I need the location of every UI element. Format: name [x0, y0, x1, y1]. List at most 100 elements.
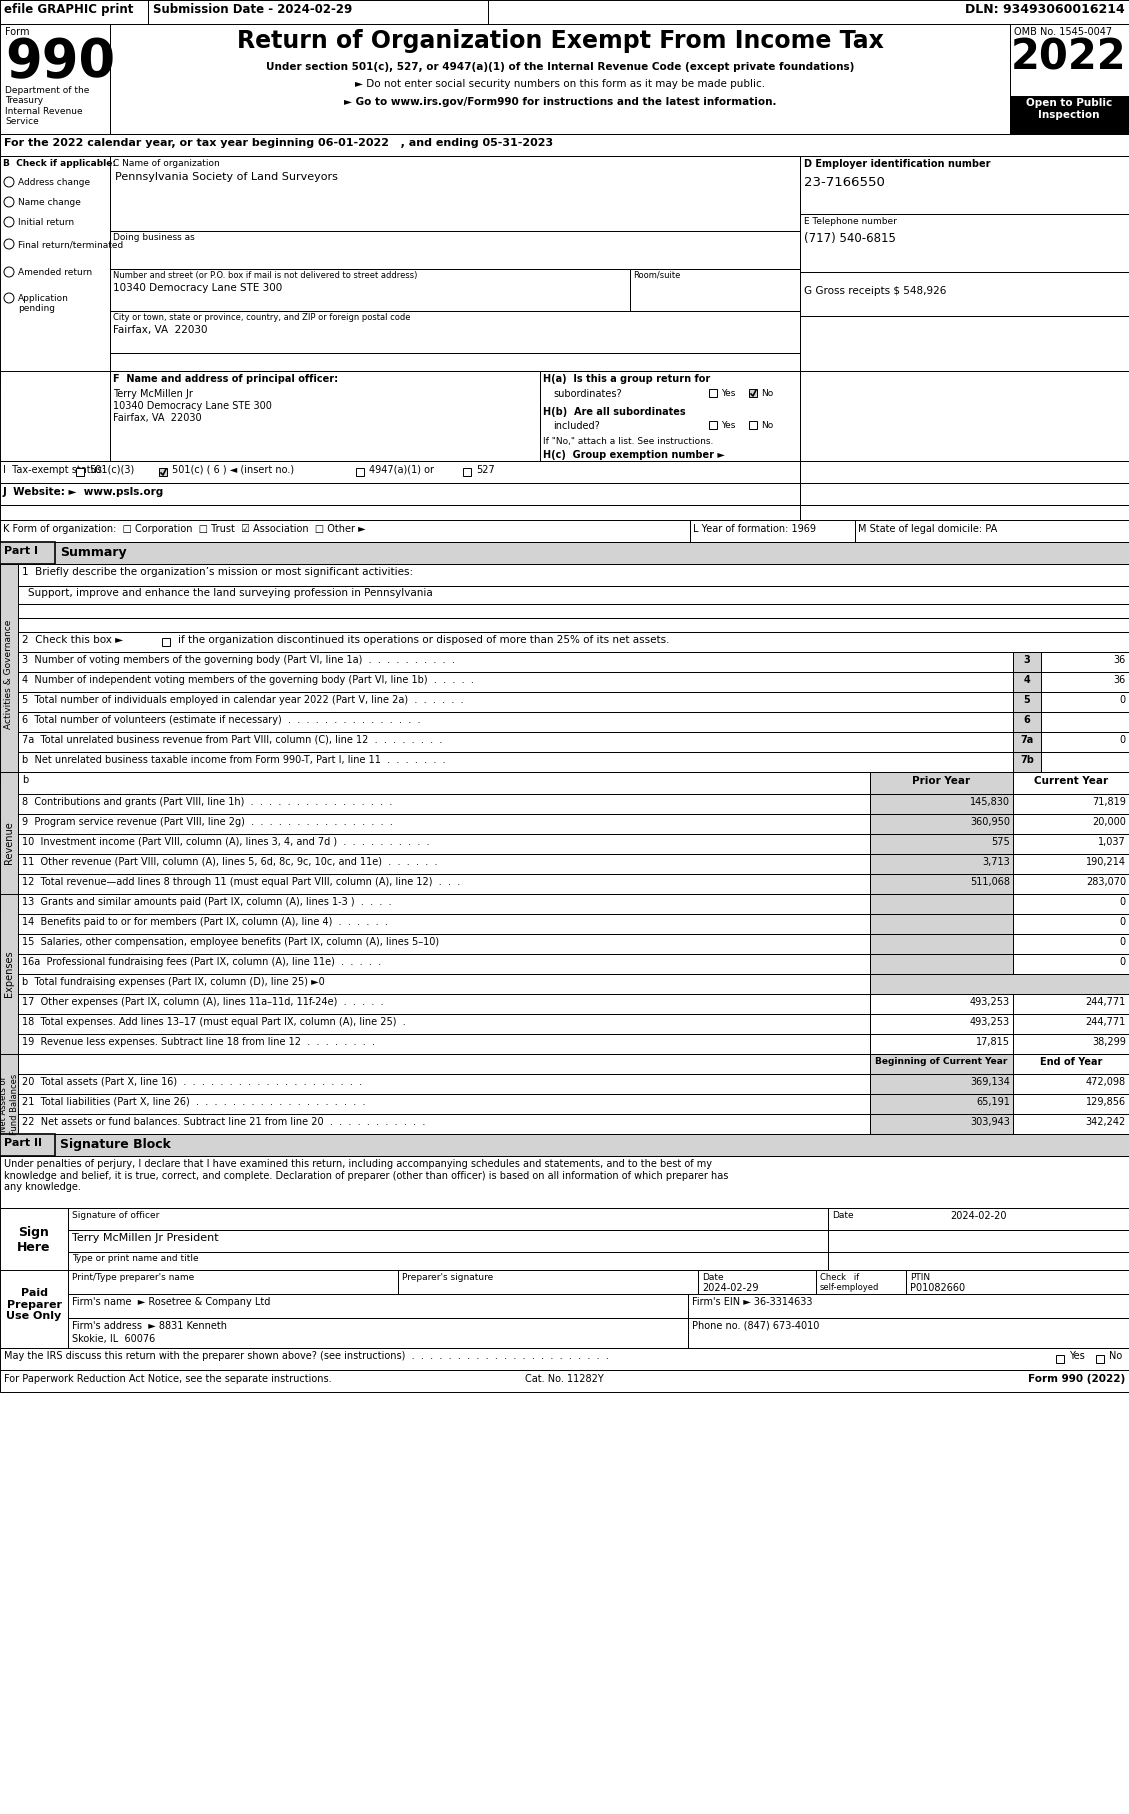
Bar: [870, 834, 1013, 854]
Text: May the IRS discuss this return with the preparer shown above? (see instructions: May the IRS discuss this return with the…: [5, 1351, 609, 1360]
Bar: [68, 1208, 1129, 1230]
Text: 0: 0: [1120, 735, 1126, 746]
Bar: [18, 651, 1013, 671]
Circle shape: [5, 198, 14, 207]
Bar: [0, 773, 18, 914]
Text: 6: 6: [1024, 715, 1031, 726]
Text: Sign
Here: Sign Here: [17, 1226, 51, 1253]
Bar: [110, 230, 800, 268]
Bar: [110, 268, 630, 310]
Text: Return of Organization Exempt From Income Tax: Return of Organization Exempt From Incom…: [237, 29, 883, 53]
Bar: [1056, 1355, 1064, 1362]
Bar: [161, 639, 170, 646]
Bar: [870, 773, 1013, 795]
Bar: [18, 874, 870, 894]
Bar: [1013, 914, 1129, 934]
Bar: [630, 268, 800, 310]
Text: Firm's EIN ► 36-3314633: Firm's EIN ► 36-3314633: [692, 1297, 813, 1308]
Bar: [68, 1252, 828, 1270]
Bar: [905, 1270, 1129, 1293]
Bar: [18, 894, 870, 914]
Text: Department of the
Treasury
Internal Revenue
Service: Department of the Treasury Internal Reve…: [5, 85, 89, 127]
Bar: [18, 733, 1013, 753]
Bar: [0, 1270, 68, 1348]
Text: 13  Grants and similar amounts paid (Part IX, column (A), lines 1-3 )  .  .  .  : 13 Grants and similar amounts paid (Part…: [21, 896, 392, 907]
Text: 9  Program service revenue (Part VIII, line 2g)  .  .  .  .  .  .  .  .  .  .  .: 9 Program service revenue (Part VIII, li…: [21, 816, 393, 827]
Bar: [18, 586, 1129, 604]
Bar: [0, 1370, 1129, 1391]
Bar: [159, 468, 167, 475]
Text: b  Total fundraising expenses (Part IX, column (D), line 25) ►0: b Total fundraising expenses (Part IX, c…: [21, 978, 325, 987]
Bar: [1010, 96, 1129, 134]
Bar: [800, 504, 1129, 521]
Text: Skokie, IL  60076: Skokie, IL 60076: [72, 1333, 156, 1344]
Text: DLN: 93493060016214: DLN: 93493060016214: [965, 4, 1124, 16]
Bar: [870, 894, 1013, 914]
Bar: [1013, 671, 1041, 691]
Text: M State of legal domicile: PA: M State of legal domicile: PA: [858, 524, 997, 533]
Bar: [816, 1270, 905, 1293]
Bar: [68, 1230, 828, 1252]
Bar: [1013, 1034, 1129, 1054]
Bar: [1013, 795, 1129, 814]
Bar: [0, 542, 1129, 564]
Bar: [828, 1208, 1129, 1230]
Text: 4  Number of independent voting members of the governing body (Part VI, line 1b): 4 Number of independent voting members o…: [21, 675, 474, 686]
Circle shape: [5, 239, 14, 249]
Bar: [540, 372, 800, 461]
Bar: [0, 1208, 68, 1273]
Text: B  Check if applicable:: B Check if applicable:: [3, 160, 116, 169]
Text: 3  Number of voting members of the governing body (Part VI, line 1a)  .  .  .  .: 3 Number of voting members of the govern…: [21, 655, 455, 666]
Bar: [1013, 1014, 1129, 1034]
Text: Number and street (or P.O. box if mail is not delivered to street address): Number and street (or P.O. box if mail i…: [113, 270, 418, 279]
Bar: [688, 1293, 1129, 1319]
Bar: [18, 954, 870, 974]
Text: 2024-02-29: 2024-02-29: [702, 1282, 759, 1293]
Bar: [0, 1156, 1129, 1208]
Bar: [870, 1114, 1013, 1134]
Bar: [749, 421, 758, 428]
Text: For Paperwork Reduction Act Notice, see the separate instructions.: For Paperwork Reduction Act Notice, see …: [5, 1373, 332, 1384]
Text: 20  Total assets (Part X, line 16)  .  .  .  .  .  .  .  .  .  .  .  .  .  .  . : 20 Total assets (Part X, line 16) . . . …: [21, 1078, 362, 1087]
Bar: [1013, 1114, 1129, 1134]
Text: 11  Other revenue (Part VIII, column (A), lines 5, 6d, 8c, 9c, 10c, and 11e)  . : 11 Other revenue (Part VIII, column (A),…: [21, 856, 438, 867]
Text: Check   if
self-employed: Check if self-employed: [820, 1273, 879, 1292]
Text: Address change: Address change: [18, 178, 90, 187]
Bar: [800, 461, 1129, 483]
Text: E Telephone number: E Telephone number: [804, 218, 896, 227]
Bar: [1041, 651, 1129, 671]
Bar: [18, 1014, 870, 1034]
Text: OMB No. 1545-0047: OMB No. 1545-0047: [1014, 27, 1112, 36]
Bar: [0, 542, 55, 564]
Bar: [68, 1293, 688, 1319]
Text: Yes: Yes: [721, 388, 735, 397]
Bar: [1041, 753, 1129, 773]
Bar: [18, 564, 1129, 586]
Text: 12  Total revenue—add lines 8 through 11 (must equal Part VIII, column (A), line: 12 Total revenue—add lines 8 through 11 …: [21, 876, 461, 887]
Text: 369,134: 369,134: [970, 1078, 1010, 1087]
Text: 527: 527: [476, 464, 495, 475]
Bar: [800, 156, 1129, 214]
Text: 0: 0: [1120, 938, 1126, 947]
Text: Prior Year: Prior Year: [912, 776, 971, 785]
Bar: [709, 388, 717, 397]
Text: 17,815: 17,815: [975, 1038, 1010, 1047]
Text: 501(c)(3): 501(c)(3): [89, 464, 134, 475]
Text: 145,830: 145,830: [970, 796, 1010, 807]
Bar: [870, 795, 1013, 814]
Text: Support, improve and enhance the land surveying profession in Pennsylvania: Support, improve and enhance the land su…: [28, 588, 432, 599]
Text: 23-7166550: 23-7166550: [804, 176, 885, 189]
Circle shape: [5, 267, 14, 278]
Bar: [18, 1034, 870, 1054]
Text: 7b: 7b: [1021, 755, 1034, 766]
Bar: [18, 994, 870, 1014]
Circle shape: [5, 294, 14, 303]
Bar: [1013, 733, 1041, 753]
Text: Yes: Yes: [721, 421, 735, 430]
Text: 3,713: 3,713: [982, 856, 1010, 867]
Text: K Form of organization:  □ Corporation  □ Trust  ☑ Association  □ Other ►: K Form of organization: □ Corporation □ …: [3, 524, 366, 533]
Bar: [0, 372, 110, 461]
Text: 493,253: 493,253: [970, 1018, 1010, 1027]
Text: Phone no. (847) 673-4010: Phone no. (847) 673-4010: [692, 1321, 820, 1331]
Text: Form 990 (2022): Form 990 (2022): [1027, 1373, 1124, 1384]
